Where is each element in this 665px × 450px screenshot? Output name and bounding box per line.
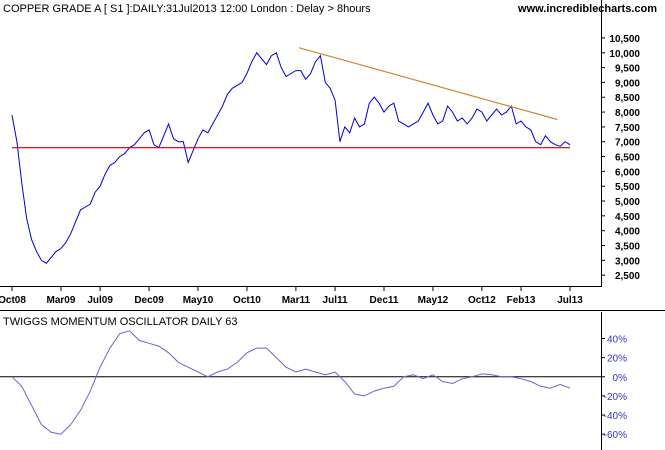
- price-x-tick-label: Feb13: [507, 295, 536, 306]
- osc-y-tick-label: 40%: [607, 334, 627, 345]
- osc-y-tick-label: -20%: [604, 392, 627, 403]
- oscillator-line: [11, 330, 571, 435]
- price-x-tick-label: Jul11: [323, 295, 348, 306]
- price-x-tick-label: May12: [418, 295, 449, 306]
- resistance-trendline: [298, 47, 558, 121]
- price-y-tick-label: 9,500: [615, 64, 640, 75]
- price-y-tick-label: 7,000: [615, 138, 640, 149]
- price-series-line: [11, 51, 571, 264]
- price-x-tick-label: Oct12: [468, 295, 496, 306]
- price-x-tick-label: Oct10: [233, 295, 261, 306]
- price-x-tick-label: Mar11: [282, 295, 311, 306]
- price-panel: COPPER GRADE A [ S1 ]:DAILY:31Jul2013 12…: [0, 0, 657, 306]
- price-chart-title: COPPER GRADE A [ S1 ]:DAILY:31Jul2013 12…: [3, 3, 371, 15]
- price-y-tick-label: 8,500: [615, 93, 640, 104]
- price-y-tick-label: 3,500: [615, 242, 640, 253]
- osc-y-tick-label: 20%: [607, 354, 627, 365]
- price-x-tick-label: May10: [183, 295, 214, 306]
- price-y-tick-label: 6,000: [615, 167, 640, 178]
- osc-y-tick-label: -60%: [604, 430, 627, 441]
- price-x-ticks: Oct08 Mar09 Jul09 Dec09 May10 Oct10 Mar11 Jul11…: [0, 287, 583, 306]
- price-x-tick-label: Dec11: [370, 295, 399, 306]
- osc-y-tick-label: -40%: [604, 411, 627, 422]
- price-x-tick-label: Oct08: [0, 295, 26, 306]
- price-y-tick-label: 5,500: [615, 182, 640, 193]
- price-series-group: [11, 47, 571, 264]
- price-x-tick-label: Mar09: [46, 295, 75, 306]
- price-y-tick-label: 4,000: [615, 227, 640, 238]
- price-y-ticks: 10,500 10,000 9,500 9,000 8,500 8,000 7,500 7,0…: [601, 34, 640, 282]
- price-y-tick-label: 9,000: [615, 78, 640, 89]
- price-y-tick-label: 6,500: [615, 153, 640, 164]
- oscillator-title: TWIGGS MOMENTUM OSCILLATOR DAILY 63: [3, 316, 238, 328]
- price-y-tick-label: 5,000: [615, 197, 640, 208]
- price-y-tick-label: 10,500: [609, 34, 640, 45]
- osc-y-ticks: 40% 20% 0% -20% -40% -60%: [601, 334, 627, 441]
- price-y-tick-label: 10,000: [609, 49, 640, 60]
- osc-y-tick-label: 0%: [613, 373, 628, 384]
- price-y-tick-label: 3,000: [615, 256, 640, 267]
- price-y-tick-label: 2,500: [615, 271, 640, 282]
- price-x-tick-label: Jul09: [87, 295, 113, 306]
- price-y-tick-label: 8,000: [615, 108, 640, 119]
- price-y-tick-label: 4,500: [615, 212, 640, 223]
- site-watermark: www.incrediblecharts.com: [517, 3, 657, 15]
- price-y-tick-label: 7,500: [615, 123, 640, 134]
- oscillator-panel: TWIGGS MOMENTUM OSCILLATOR DAILY 63 40% 2…: [0, 312, 627, 450]
- price-x-tick-label: Dec09: [134, 295, 164, 306]
- osc-series-group: [0, 330, 601, 435]
- price-x-tick-label: Jul13: [557, 295, 583, 306]
